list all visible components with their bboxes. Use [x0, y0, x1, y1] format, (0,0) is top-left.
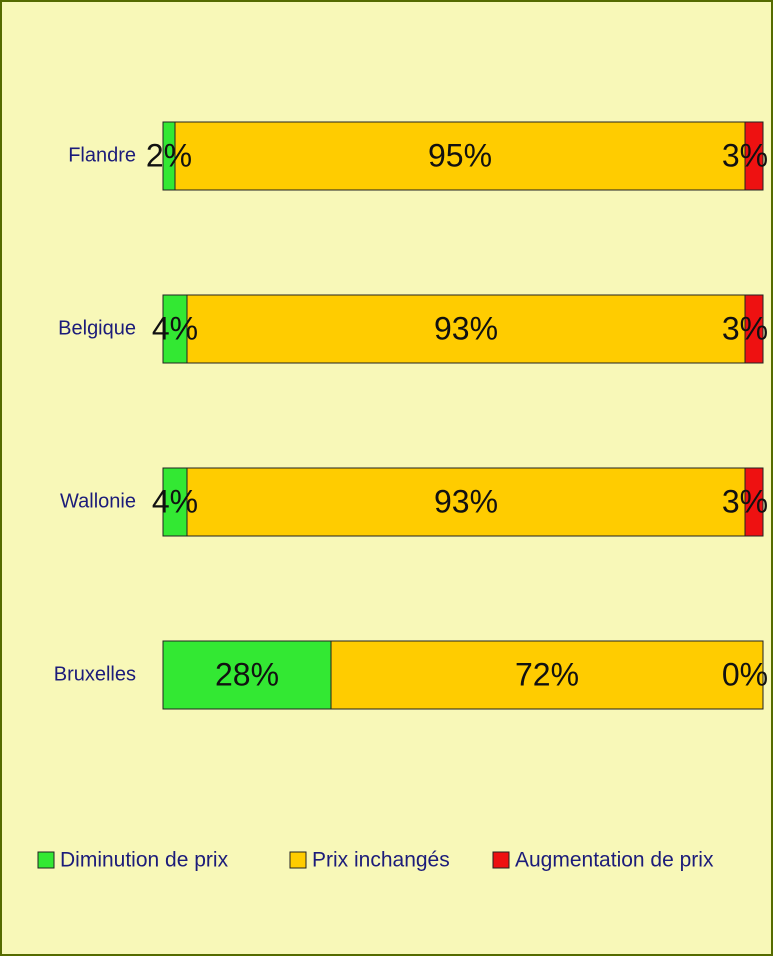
data-label: 3%	[722, 483, 768, 519]
bar-segment	[744, 294, 764, 364]
bar-segment	[186, 294, 746, 364]
legend-swatch	[37, 851, 55, 869]
data-label: 2%	[146, 137, 192, 173]
data-label: 93%	[434, 483, 498, 519]
bar-segment	[174, 121, 746, 191]
category-label: Wallonie	[60, 490, 136, 512]
data-label: 3%	[722, 310, 768, 346]
data-label: 3%	[722, 137, 768, 173]
data-label: 4%	[152, 310, 198, 346]
bar-segment	[330, 640, 764, 710]
data-label: 4%	[152, 483, 198, 519]
category-label: Belgique	[58, 317, 136, 339]
bar-segment	[186, 467, 746, 537]
legend-swatch	[289, 851, 307, 869]
bar-segment	[744, 121, 764, 191]
data-label: 0%	[722, 656, 768, 692]
category-label: Flandre	[68, 144, 136, 166]
category-label: Bruxelles	[54, 663, 136, 685]
data-label: 28%	[215, 656, 279, 692]
data-label: 95%	[428, 137, 492, 173]
bar-segment	[744, 467, 764, 537]
data-label: 93%	[434, 310, 498, 346]
bar-segment	[162, 467, 188, 537]
legend-swatch	[492, 851, 510, 869]
bar-segment	[162, 640, 332, 710]
legend-label: Augmentation de prix	[515, 849, 714, 872]
legend-label: Prix inchangés	[312, 849, 450, 872]
data-label: 72%	[515, 656, 579, 692]
legend-label: Diminution de prix	[60, 849, 229, 872]
